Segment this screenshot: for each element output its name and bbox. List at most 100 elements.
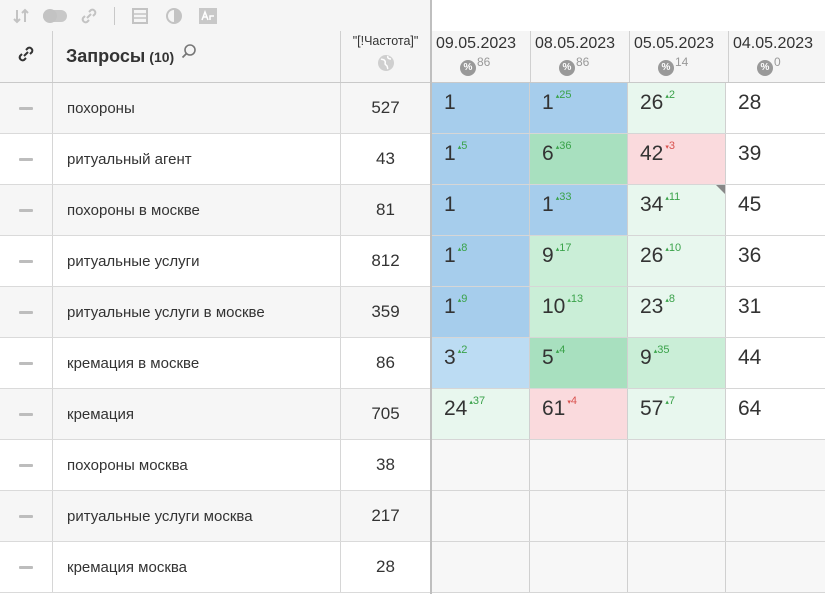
frequency-value: 217 — [371, 506, 400, 525]
position-cell[interactable]: 44 — [726, 338, 825, 388]
delta-up: ▴10 — [665, 242, 681, 254]
position-cell[interactable] — [628, 542, 726, 592]
position-cell[interactable]: 1 ▴33 — [530, 185, 628, 235]
position-cell[interactable]: 45 — [726, 185, 825, 235]
query-text[interactable]: ритуальный агент — [53, 134, 341, 184]
position-cell[interactable]: 1 ▴5 — [432, 134, 530, 184]
minus-icon[interactable] — [19, 412, 33, 416]
date-column-header[interactable]: 09.05.2023% 86 — [432, 31, 531, 82]
link-icon[interactable] — [16, 44, 36, 69]
position-cell[interactable] — [530, 440, 628, 490]
position-cell[interactable] — [530, 491, 628, 541]
position-cell[interactable] — [726, 491, 825, 541]
query-text[interactable]: кремация — [53, 389, 341, 439]
delta-value: 10 — [668, 242, 682, 254]
minus-icon[interactable] — [19, 514, 33, 518]
position-cell[interactable]: 36 — [726, 236, 825, 286]
minus-icon[interactable] — [19, 361, 33, 365]
link-icon[interactable] — [76, 5, 102, 27]
date-column-header[interactable]: 05.05.2023% 14 — [630, 31, 729, 82]
minus-icon[interactable] — [19, 310, 33, 314]
position-cell[interactable] — [432, 491, 530, 541]
position-cell[interactable]: 10 ▴13 — [530, 287, 628, 337]
pane-divider[interactable] — [430, 0, 432, 594]
delta-up: ▴7 — [665, 395, 675, 407]
query-text[interactable]: кремация в москве — [53, 338, 341, 388]
position-cell[interactable]: 1 ▴8 — [432, 236, 530, 286]
text-size-icon[interactable] — [195, 5, 221, 27]
row-toggle[interactable] — [0, 491, 53, 541]
row-toggle[interactable] — [0, 440, 53, 490]
row-toggle[interactable] — [0, 83, 53, 133]
date-column-header[interactable]: 04.05.2023% 0 — [729, 31, 825, 82]
minus-icon[interactable] — [19, 157, 33, 161]
position-cell[interactable]: 34 ▴11 — [628, 185, 726, 235]
position-cell[interactable]: 1 — [432, 185, 530, 235]
toggle-icon[interactable] — [42, 5, 68, 27]
query-text[interactable]: кремация москва — [53, 542, 341, 592]
frequency-value: 43 — [376, 149, 395, 168]
position-cell[interactable]: 39 — [726, 134, 825, 184]
contrast-icon[interactable] — [161, 5, 187, 27]
position-number: 45 — [738, 193, 762, 216]
date-label: 08.05.2023 — [535, 35, 616, 52]
arrow-up-icon: ▴ — [555, 246, 560, 253]
position-cell[interactable]: 64 — [726, 389, 825, 439]
date-column-header[interactable]: 08.05.2023% 86 — [531, 31, 630, 82]
position-cell[interactable]: 1 — [432, 83, 530, 133]
delta-value: 8 — [461, 242, 468, 254]
position-cell[interactable] — [726, 440, 825, 490]
position-value: 39 — [738, 142, 761, 166]
position-cell[interactable]: 9 ▴35 — [628, 338, 726, 388]
delta-value: 11 — [668, 191, 681, 203]
position-cell[interactable]: 57 ▴7 — [628, 389, 726, 439]
queries-column-header[interactable]: Запросы (10) — [53, 31, 341, 82]
position-cell[interactable]: 5 ▴4 — [530, 338, 628, 388]
query-text[interactable]: похороны — [53, 83, 341, 133]
position-cell[interactable] — [432, 542, 530, 592]
row-toggle[interactable] — [0, 185, 53, 235]
position-cell[interactable]: 1 ▴25 — [530, 83, 628, 133]
position-cell[interactable]: 26 ▴10 — [628, 236, 726, 286]
row-toggle[interactable] — [0, 236, 53, 286]
query-text[interactable]: ритуальные услуги в москве — [53, 287, 341, 337]
query-text[interactable]: ритуальные услуги москва — [53, 491, 341, 541]
minus-icon[interactable] — [19, 208, 33, 212]
position-number: 26 — [640, 91, 664, 114]
position-cell[interactable]: 3 ▴2 — [432, 338, 530, 388]
position-cell[interactable] — [432, 440, 530, 490]
row-toggle[interactable] — [0, 542, 53, 592]
link-column-header[interactable] — [0, 31, 53, 82]
position-cell[interactable]: 26 ▴2 — [628, 83, 726, 133]
position-cell[interactable] — [530, 542, 628, 592]
position-cell[interactable]: 31 — [726, 287, 825, 337]
position-cell[interactable]: 23 ▴8 — [628, 287, 726, 337]
minus-icon[interactable] — [19, 106, 33, 110]
position-cell[interactable] — [628, 440, 726, 490]
query-text[interactable]: ритуальные услуги — [53, 236, 341, 286]
minus-icon[interactable] — [19, 463, 33, 467]
arrow-up-icon: ▴ — [665, 195, 669, 202]
row-toggle[interactable] — [0, 134, 53, 184]
note-corner-icon[interactable] — [716, 185, 725, 194]
table-icon[interactable] — [127, 5, 153, 27]
search-icon[interactable] — [181, 44, 197, 65]
position-cell[interactable]: 42 ▾3 — [628, 134, 726, 184]
query-text[interactable]: похороны москва — [53, 440, 341, 490]
position-cell[interactable]: 1 ▴9 — [432, 287, 530, 337]
minus-icon[interactable] — [19, 259, 33, 263]
frequency-column-header[interactable]: "[!Частота]" — [341, 31, 430, 82]
row-toggle[interactable] — [0, 287, 53, 337]
position-cell[interactable] — [628, 491, 726, 541]
sort-icon[interactable] — [8, 5, 34, 27]
position-cell[interactable] — [726, 542, 825, 592]
position-cell[interactable]: 24 ▴37 — [432, 389, 530, 439]
row-toggle[interactable] — [0, 389, 53, 439]
row-toggle[interactable] — [0, 338, 53, 388]
position-cell[interactable]: 9 ▴17 — [530, 236, 628, 286]
position-cell[interactable]: 6 ▴36 — [530, 134, 628, 184]
position-cell[interactable]: 61 ▾4 — [530, 389, 628, 439]
position-cell[interactable]: 28 — [726, 83, 825, 133]
minus-icon[interactable] — [19, 565, 33, 569]
query-text[interactable]: похороны в москве — [53, 185, 341, 235]
